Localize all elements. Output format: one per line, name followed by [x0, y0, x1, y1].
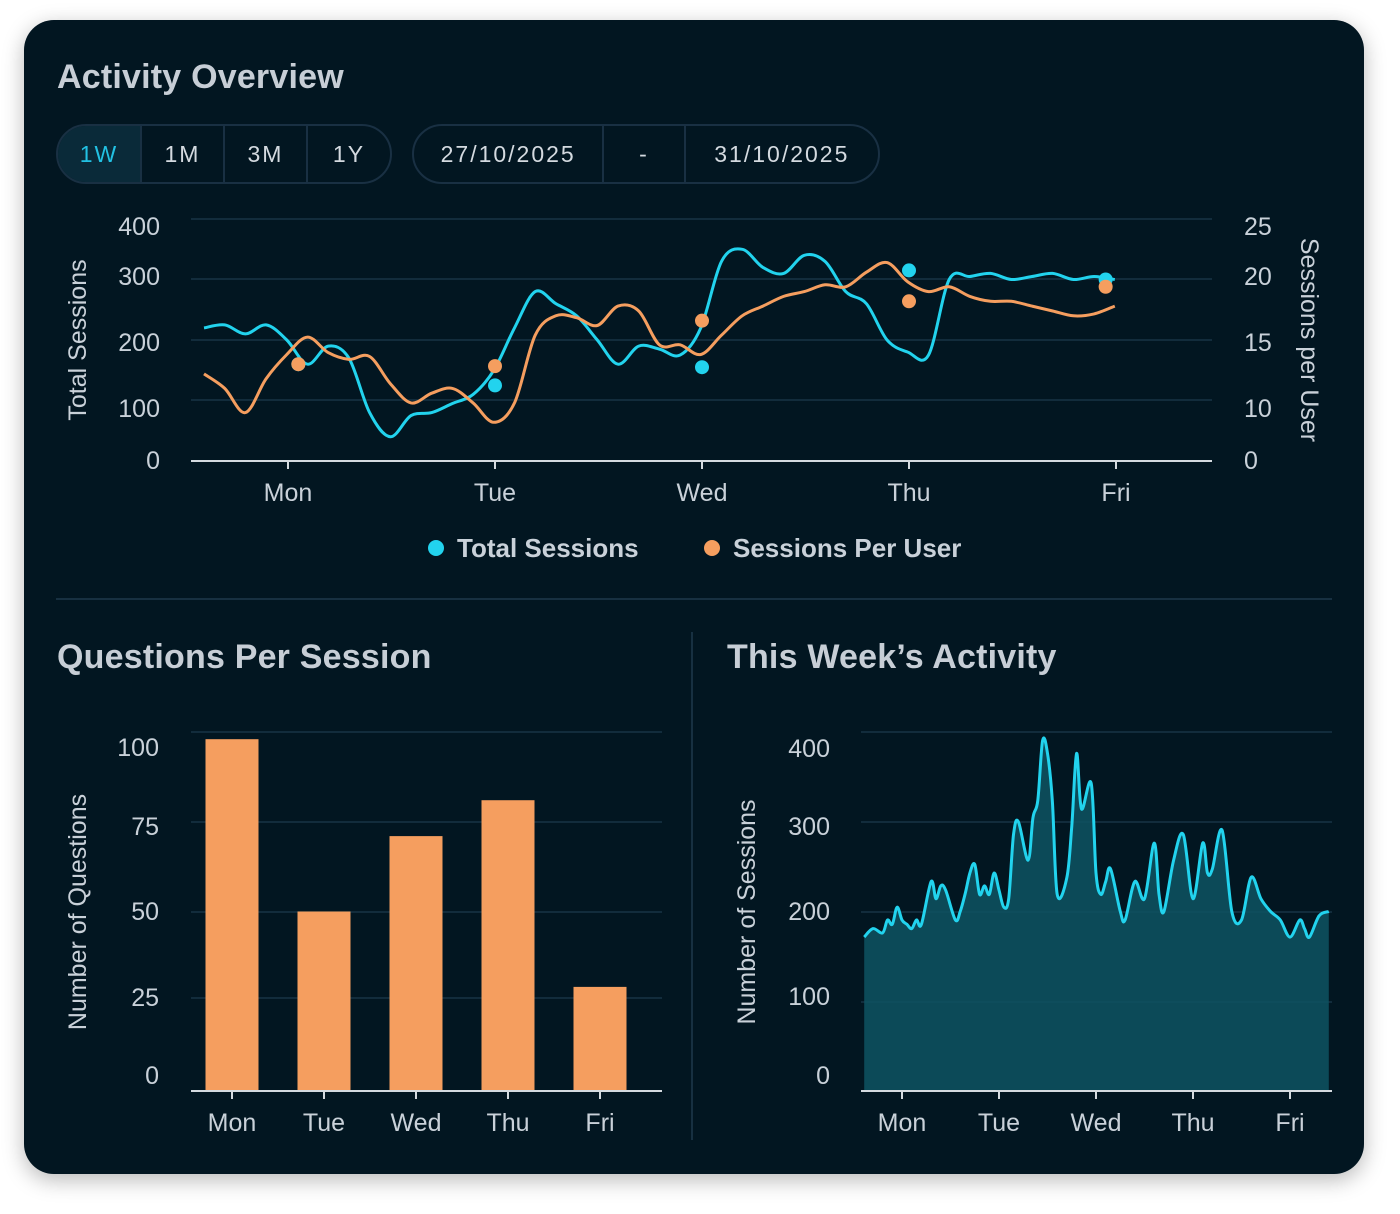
sessions-per-user-point — [291, 357, 306, 372]
y-tick-label: 400 — [118, 213, 160, 241]
legend-label-total-sessions: Total Sessions — [457, 533, 639, 563]
weekly-section-title: This Week’s Activity — [727, 638, 1057, 676]
x-tick-label: Tue — [303, 1109, 345, 1137]
questions-section-title: Questions Per Session — [57, 638, 432, 676]
legend-swatch-total-sessions — [428, 540, 444, 556]
y-tick-label: 100 — [117, 734, 159, 762]
total-sessions-line — [203, 247, 1116, 439]
y2-tick-label: 0 — [1244, 447, 1258, 475]
y-tick-label: 100 — [788, 983, 830, 1011]
y2-tick-label: 25 — [1244, 213, 1272, 241]
x-tick-label: Thu — [1171, 1109, 1214, 1137]
sessions-per-user-point — [1098, 279, 1113, 294]
bar-mon — [205, 739, 259, 1091]
y-tick-label: 300 — [118, 263, 160, 291]
bar-thu — [481, 800, 535, 1091]
total-sessions-point — [488, 378, 502, 393]
legend-swatch-sessions-per-user — [704, 540, 720, 556]
sessions-per-user-line — [203, 260, 1116, 424]
x-tick-label: Fri — [1275, 1109, 1304, 1137]
sessions-per-user-point — [488, 359, 502, 374]
y-tick-label: 0 — [816, 1062, 830, 1090]
sessions-area-fill — [864, 737, 1329, 1091]
x-tick-label: Mon — [878, 1109, 927, 1137]
y-tick-label: 0 — [146, 447, 160, 475]
tab-1y[interactable]: 1Y — [332, 140, 366, 167]
x-tick-label: Thu — [887, 479, 930, 507]
y-tick-label: 50 — [131, 898, 159, 926]
total-sessions-point — [695, 360, 709, 375]
x-tick-label: Mon — [264, 479, 313, 507]
x-tick-label: Fri — [585, 1109, 614, 1137]
y-tick-label: 400 — [788, 735, 830, 763]
date-separator: - — [604, 126, 686, 182]
y-tick-label: 300 — [788, 813, 830, 841]
dashboard-card: Activity Overview 1W 1M 3M 1Y 27/10/2025… — [24, 20, 1364, 1174]
end-date-field[interactable]: 31/10/2025 — [714, 140, 850, 167]
x-tick-label: Mon — [208, 1109, 257, 1137]
page-title: Activity Overview — [57, 58, 344, 96]
x-tick-label: Fri — [1101, 479, 1130, 507]
questions-bar-chart: 0 25 50 75 100 Number of Questions Mon Tue Wed Th… — [64, 731, 662, 1137]
tab-3m[interactable]: 3M — [225, 126, 308, 182]
x-tick-label: Wed — [391, 1109, 442, 1137]
activity-overview-chart: 0 100 200 300 400 0 10 15 20 25 Total Sessions Sess… — [64, 213, 1323, 563]
y2-axis-title: Sessions per User — [1295, 238, 1323, 442]
tab-1m[interactable]: 1M — [142, 126, 225, 182]
x-tick-label: Wed — [1071, 1109, 1122, 1137]
sessions-per-user-point — [695, 313, 709, 328]
sessions-area-line — [863, 736, 1330, 939]
bar-wed — [389, 836, 443, 1091]
start-date-field[interactable]: 27/10/2025 — [414, 126, 605, 182]
y2-tick-label: 10 — [1244, 395, 1272, 423]
y2-tick-label: 15 — [1244, 329, 1272, 357]
y-tick-label: 75 — [131, 813, 159, 841]
sessions-per-user-point — [902, 294, 916, 309]
tab-1w[interactable]: 1W — [58, 126, 142, 182]
y-tick-label: 100 — [118, 395, 160, 423]
legend-label-sessions-per-user: Sessions Per User — [733, 533, 961, 563]
section-divider — [56, 598, 1332, 600]
y-tick-label: 200 — [788, 898, 830, 926]
column-divider — [691, 632, 693, 1140]
weekly-area-chart: 0 100 200 300 400 Number of Sessions Mon Tue Wed… — [733, 731, 1332, 1137]
x-tick-label: Tue — [978, 1109, 1020, 1137]
y-axis-title: Total Sessions — [64, 259, 92, 420]
y-tick-label: 0 — [145, 1062, 159, 1090]
y-axis-title: Number of Questions — [64, 794, 92, 1030]
y-tick-label: 25 — [131, 984, 159, 1012]
y2-tick-label: 20 — [1244, 263, 1272, 291]
y-axis-title: Number of Sessions — [733, 799, 761, 1024]
bar-fri — [573, 986, 627, 1091]
range-tabs: 1W 1M 3M 1Y — [56, 124, 392, 184]
y-tick-label: 200 — [118, 329, 160, 357]
x-tick-label: Wed — [677, 479, 728, 507]
x-tick-label: Tue — [474, 479, 516, 507]
total-sessions-point — [902, 263, 916, 278]
date-range-picker: 27/10/2025 - 31/10/2025 — [412, 124, 880, 184]
x-tick-label: Thu — [486, 1109, 529, 1137]
bar-tue — [297, 911, 351, 1091]
